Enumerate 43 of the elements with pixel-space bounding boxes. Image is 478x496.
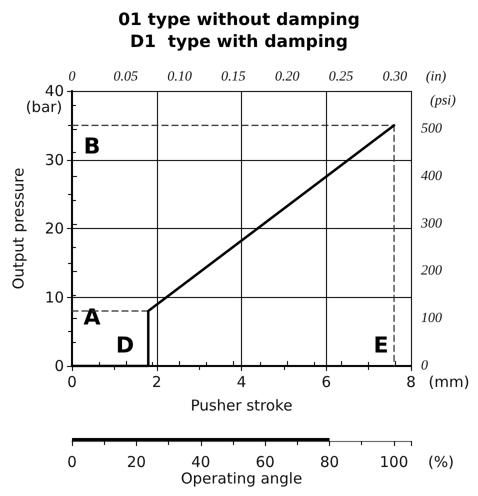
- y-tick-label: 20: [44, 220, 64, 238]
- text: (mm): [428, 373, 470, 391]
- annotation: D: [116, 334, 134, 358]
- y-tick-label: 30: [44, 150, 64, 169]
- x-tick-label: 4: [236, 373, 246, 391]
- y-tick-label: 40: [44, 82, 64, 100]
- x-tick-label: 60: [256, 453, 275, 471]
- text: (in): [426, 70, 446, 84]
- x2-tick-label: 0.25: [328, 70, 354, 84]
- y2-tick-label: 300: [420, 216, 442, 232]
- x-tick-label: 8: [406, 373, 416, 391]
- x-tick-label: 2: [152, 373, 162, 391]
- y-tick-label: 0: [54, 357, 64, 375]
- x2-tick-label: 0.20: [274, 70, 300, 84]
- annotation: A: [83, 306, 101, 330]
- x2-tick-label: 0.15: [221, 70, 246, 84]
- annotation: E: [373, 334, 389, 358]
- y2-tick-label: 200: [421, 264, 442, 279]
- x2-tick-label: 0.30: [382, 70, 408, 84]
- x2-tick-label: 0: [68, 70, 76, 84]
- y2-tick-label: 100: [421, 311, 442, 326]
- annotation: B: [84, 134, 100, 160]
- text: (bar): [26, 98, 62, 116]
- y2-tick-label: 500: [421, 121, 442, 136]
- x-axis-title: Pusher stroke: [190, 396, 292, 414]
- text: (psi): [430, 94, 456, 108]
- x-tick-label: 40: [191, 453, 210, 471]
- y2-tick-label: 400: [421, 168, 442, 184]
- chart-subtitle: D1 type with damping: [130, 32, 348, 52]
- y-tick-label: 10: [44, 288, 64, 306]
- x2-tick-label: 0.05: [114, 70, 138, 84]
- x-tick-label: 100: [380, 453, 408, 471]
- y2-tick-label: 0: [421, 358, 428, 374]
- x-tick-label: 80: [320, 453, 340, 471]
- y-axis-title: Output pressure: [10, 168, 28, 290]
- x-tick-label: 0: [67, 453, 77, 471]
- x-tick-label: 6: [321, 373, 332, 391]
- x2-tick-label: 0.10: [167, 70, 192, 84]
- x-axis-title: Operating angle: [180, 470, 302, 488]
- x-tick-label: 20: [126, 453, 146, 471]
- text: (%): [428, 453, 454, 471]
- chart-title: 01 type without damping: [118, 10, 360, 30]
- x-tick-label: 0: [67, 373, 77, 391]
